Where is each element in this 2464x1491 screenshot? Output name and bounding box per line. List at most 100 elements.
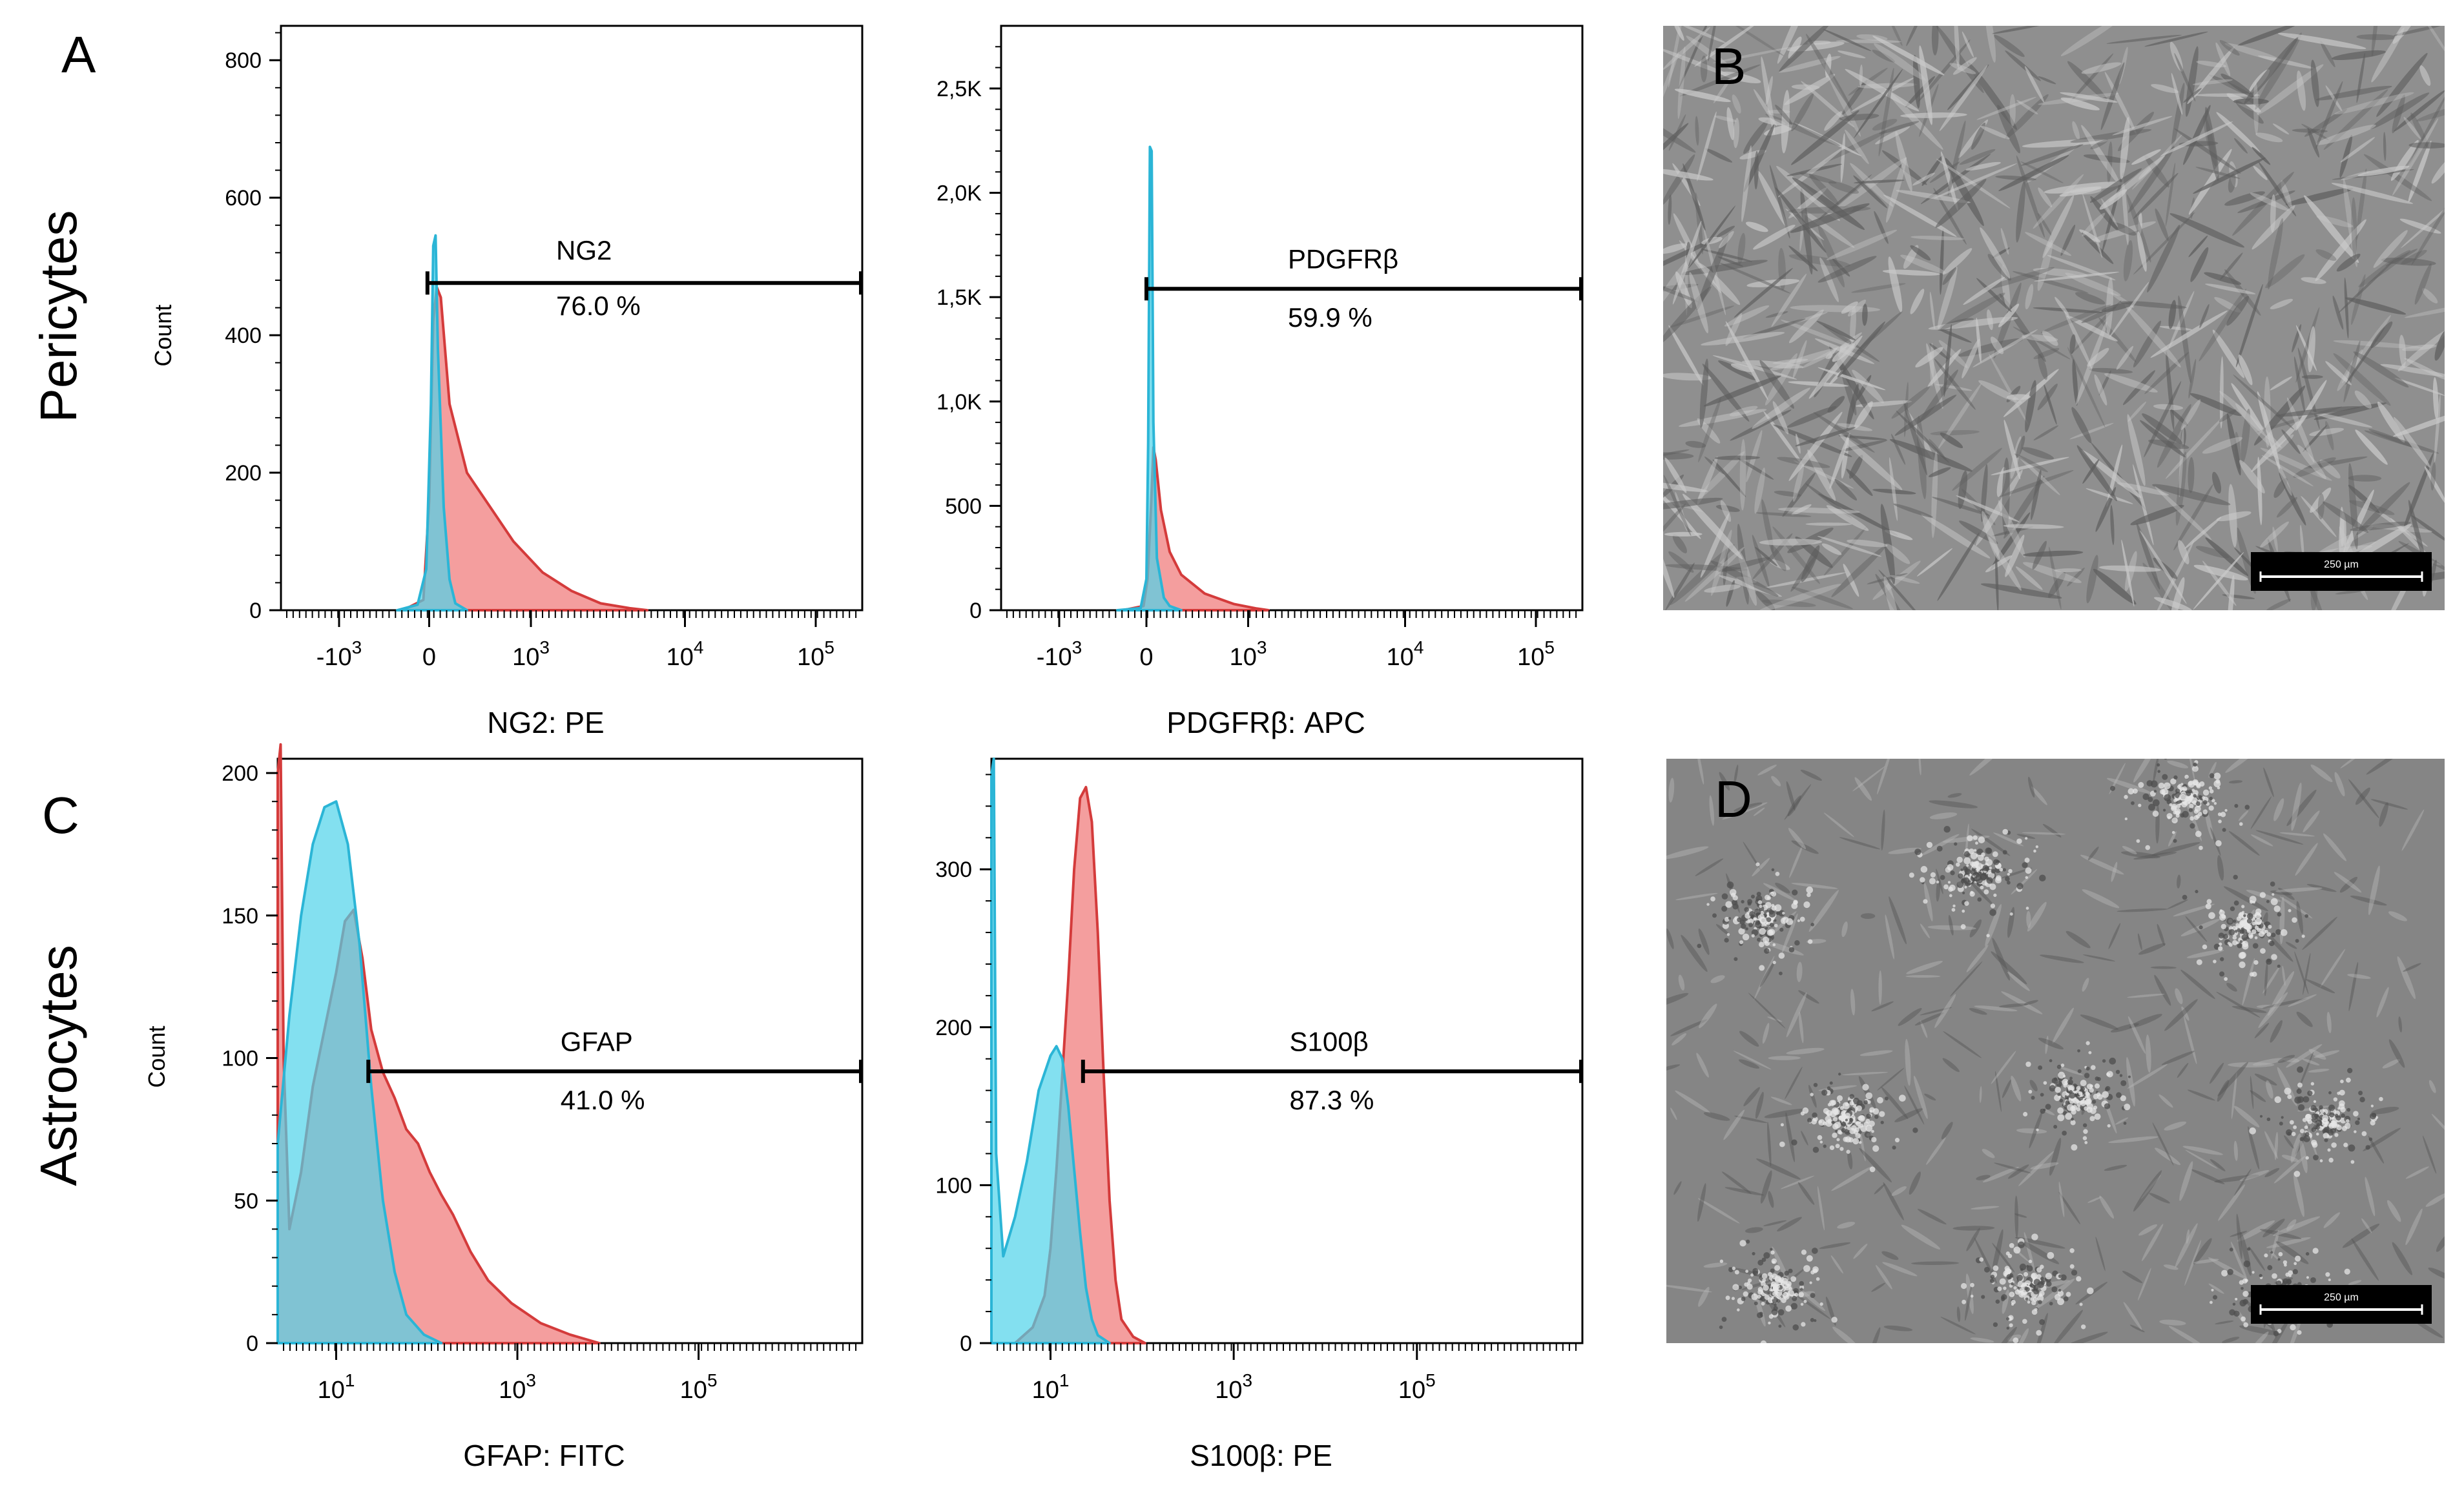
cell-dot bbox=[2248, 932, 2253, 938]
cell-shape bbox=[2394, 90, 2445, 132]
cell-shape bbox=[1697, 451, 1745, 499]
cell-shape bbox=[1673, 1181, 1682, 1195]
cell-dot bbox=[2054, 1094, 2061, 1102]
cell-dot bbox=[2062, 1078, 2069, 1086]
cell-dot bbox=[1712, 913, 1717, 918]
cell-shape bbox=[1939, 65, 1988, 132]
cell-shape bbox=[2379, 802, 2388, 827]
x-tick-label: 103 bbox=[512, 637, 550, 671]
cell-shape bbox=[1823, 526, 1867, 577]
cell-dot bbox=[2082, 1136, 2087, 1140]
cell-dot bbox=[2341, 1126, 2348, 1131]
cell-shape bbox=[1976, 1175, 1991, 1180]
cell-shape bbox=[2250, 1090, 2266, 1102]
cell-shape bbox=[2233, 1105, 2260, 1127]
cell-shape bbox=[1770, 545, 1786, 571]
cell-shape bbox=[1663, 535, 1675, 598]
cell-shape bbox=[1941, 1122, 1953, 1140]
cell-shape bbox=[2062, 1332, 2108, 1343]
cell-shape bbox=[1771, 273, 1807, 327]
cell-dot bbox=[2128, 1075, 2131, 1078]
cell-dot bbox=[1980, 885, 1984, 890]
cell-shape bbox=[2138, 943, 2166, 955]
cell-dot bbox=[2297, 1330, 2302, 1335]
cell-shape bbox=[2094, 374, 2107, 406]
cell-shape bbox=[1743, 318, 1806, 338]
cell-shape bbox=[1936, 158, 2011, 209]
cell-shape bbox=[2002, 1289, 2009, 1314]
cell-shape bbox=[1847, 300, 1867, 317]
cell-dot bbox=[2060, 1064, 2065, 1067]
cell-shape bbox=[1940, 151, 1958, 211]
cell-dot bbox=[2013, 1246, 2021, 1254]
cell-dot bbox=[1811, 1248, 1818, 1254]
cell-shape bbox=[2355, 429, 2388, 465]
cell-dot bbox=[2297, 1066, 2304, 1073]
cell-dot bbox=[2004, 1266, 2010, 1271]
cell-dot bbox=[1962, 891, 1965, 894]
cell-dot bbox=[2229, 1248, 2233, 1251]
cell-dot bbox=[1842, 1102, 1850, 1109]
cell-dot bbox=[1799, 1288, 1803, 1291]
cell-shape bbox=[1895, 131, 1912, 192]
cell-shape bbox=[2231, 1072, 2237, 1119]
cell-dot bbox=[2215, 779, 2221, 784]
cell-shape bbox=[2191, 1169, 2225, 1184]
cell-shape bbox=[1911, 1261, 1960, 1265]
cell-dot bbox=[2233, 900, 2239, 906]
cell-shape bbox=[2204, 107, 2219, 181]
cell-shape bbox=[1797, 207, 1855, 248]
cell-shape bbox=[1698, 928, 1710, 955]
cell-shape bbox=[1942, 1058, 1960, 1073]
cell-shape bbox=[2250, 796, 2272, 829]
cell-dot bbox=[1989, 866, 1992, 870]
cell-shape bbox=[1910, 245, 1931, 261]
cell-dot bbox=[2069, 1248, 2075, 1253]
cell-shape bbox=[2183, 88, 2202, 103]
cell-shape bbox=[2416, 103, 2445, 121]
cell-shape bbox=[1679, 64, 1761, 97]
cell-shape bbox=[1971, 828, 2011, 856]
cell-dot bbox=[1766, 921, 1771, 925]
cell-shape bbox=[1994, 1326, 2017, 1343]
cell-shape bbox=[2235, 403, 2273, 448]
cell-dot bbox=[2039, 1319, 2045, 1325]
cell-dot bbox=[2297, 1104, 2305, 1111]
cell-shape bbox=[2159, 1319, 2186, 1326]
cell-dot bbox=[2202, 800, 2208, 805]
cell-dot bbox=[1759, 927, 1766, 935]
cell-shape bbox=[2266, 1080, 2273, 1099]
cell-shape bbox=[2424, 466, 2445, 506]
cell-shape bbox=[1945, 158, 1984, 227]
cell-shape bbox=[2305, 1122, 2318, 1158]
cell-shape bbox=[1668, 194, 1672, 225]
cell-dot bbox=[2057, 1093, 2061, 1096]
cell-dot bbox=[2236, 916, 2242, 921]
cell-shape bbox=[1668, 551, 1694, 573]
cell-shape bbox=[2216, 112, 2261, 154]
cell-dot bbox=[1979, 1257, 1984, 1262]
cell-shape bbox=[2430, 462, 2436, 491]
cell-dot bbox=[1771, 868, 1775, 872]
cell-shape bbox=[1942, 835, 1990, 843]
cell-dot bbox=[1731, 1297, 1735, 1301]
cell-shape bbox=[2024, 66, 2045, 103]
cell-dot bbox=[1920, 877, 1925, 883]
cell-dot bbox=[1774, 1290, 1778, 1295]
cell-dot bbox=[1973, 848, 1977, 852]
cell-shape bbox=[2182, 1146, 2223, 1155]
cell-shape bbox=[2122, 370, 2155, 406]
cell-shape bbox=[2264, 961, 2268, 996]
cell-shape bbox=[1786, 992, 1807, 1038]
cell-shape bbox=[2022, 447, 2055, 460]
cell-shape bbox=[1728, 26, 1785, 56]
cell-dot bbox=[2278, 1251, 2283, 1257]
cell-dot bbox=[1808, 939, 1813, 944]
cell-shape bbox=[2184, 1240, 2202, 1286]
cell-shape bbox=[1917, 1209, 1947, 1225]
cell-shape bbox=[2133, 320, 2162, 367]
cell-shape bbox=[2239, 1325, 2281, 1335]
cell-dot bbox=[1759, 916, 1767, 924]
cell-dot bbox=[2346, 1107, 2351, 1112]
